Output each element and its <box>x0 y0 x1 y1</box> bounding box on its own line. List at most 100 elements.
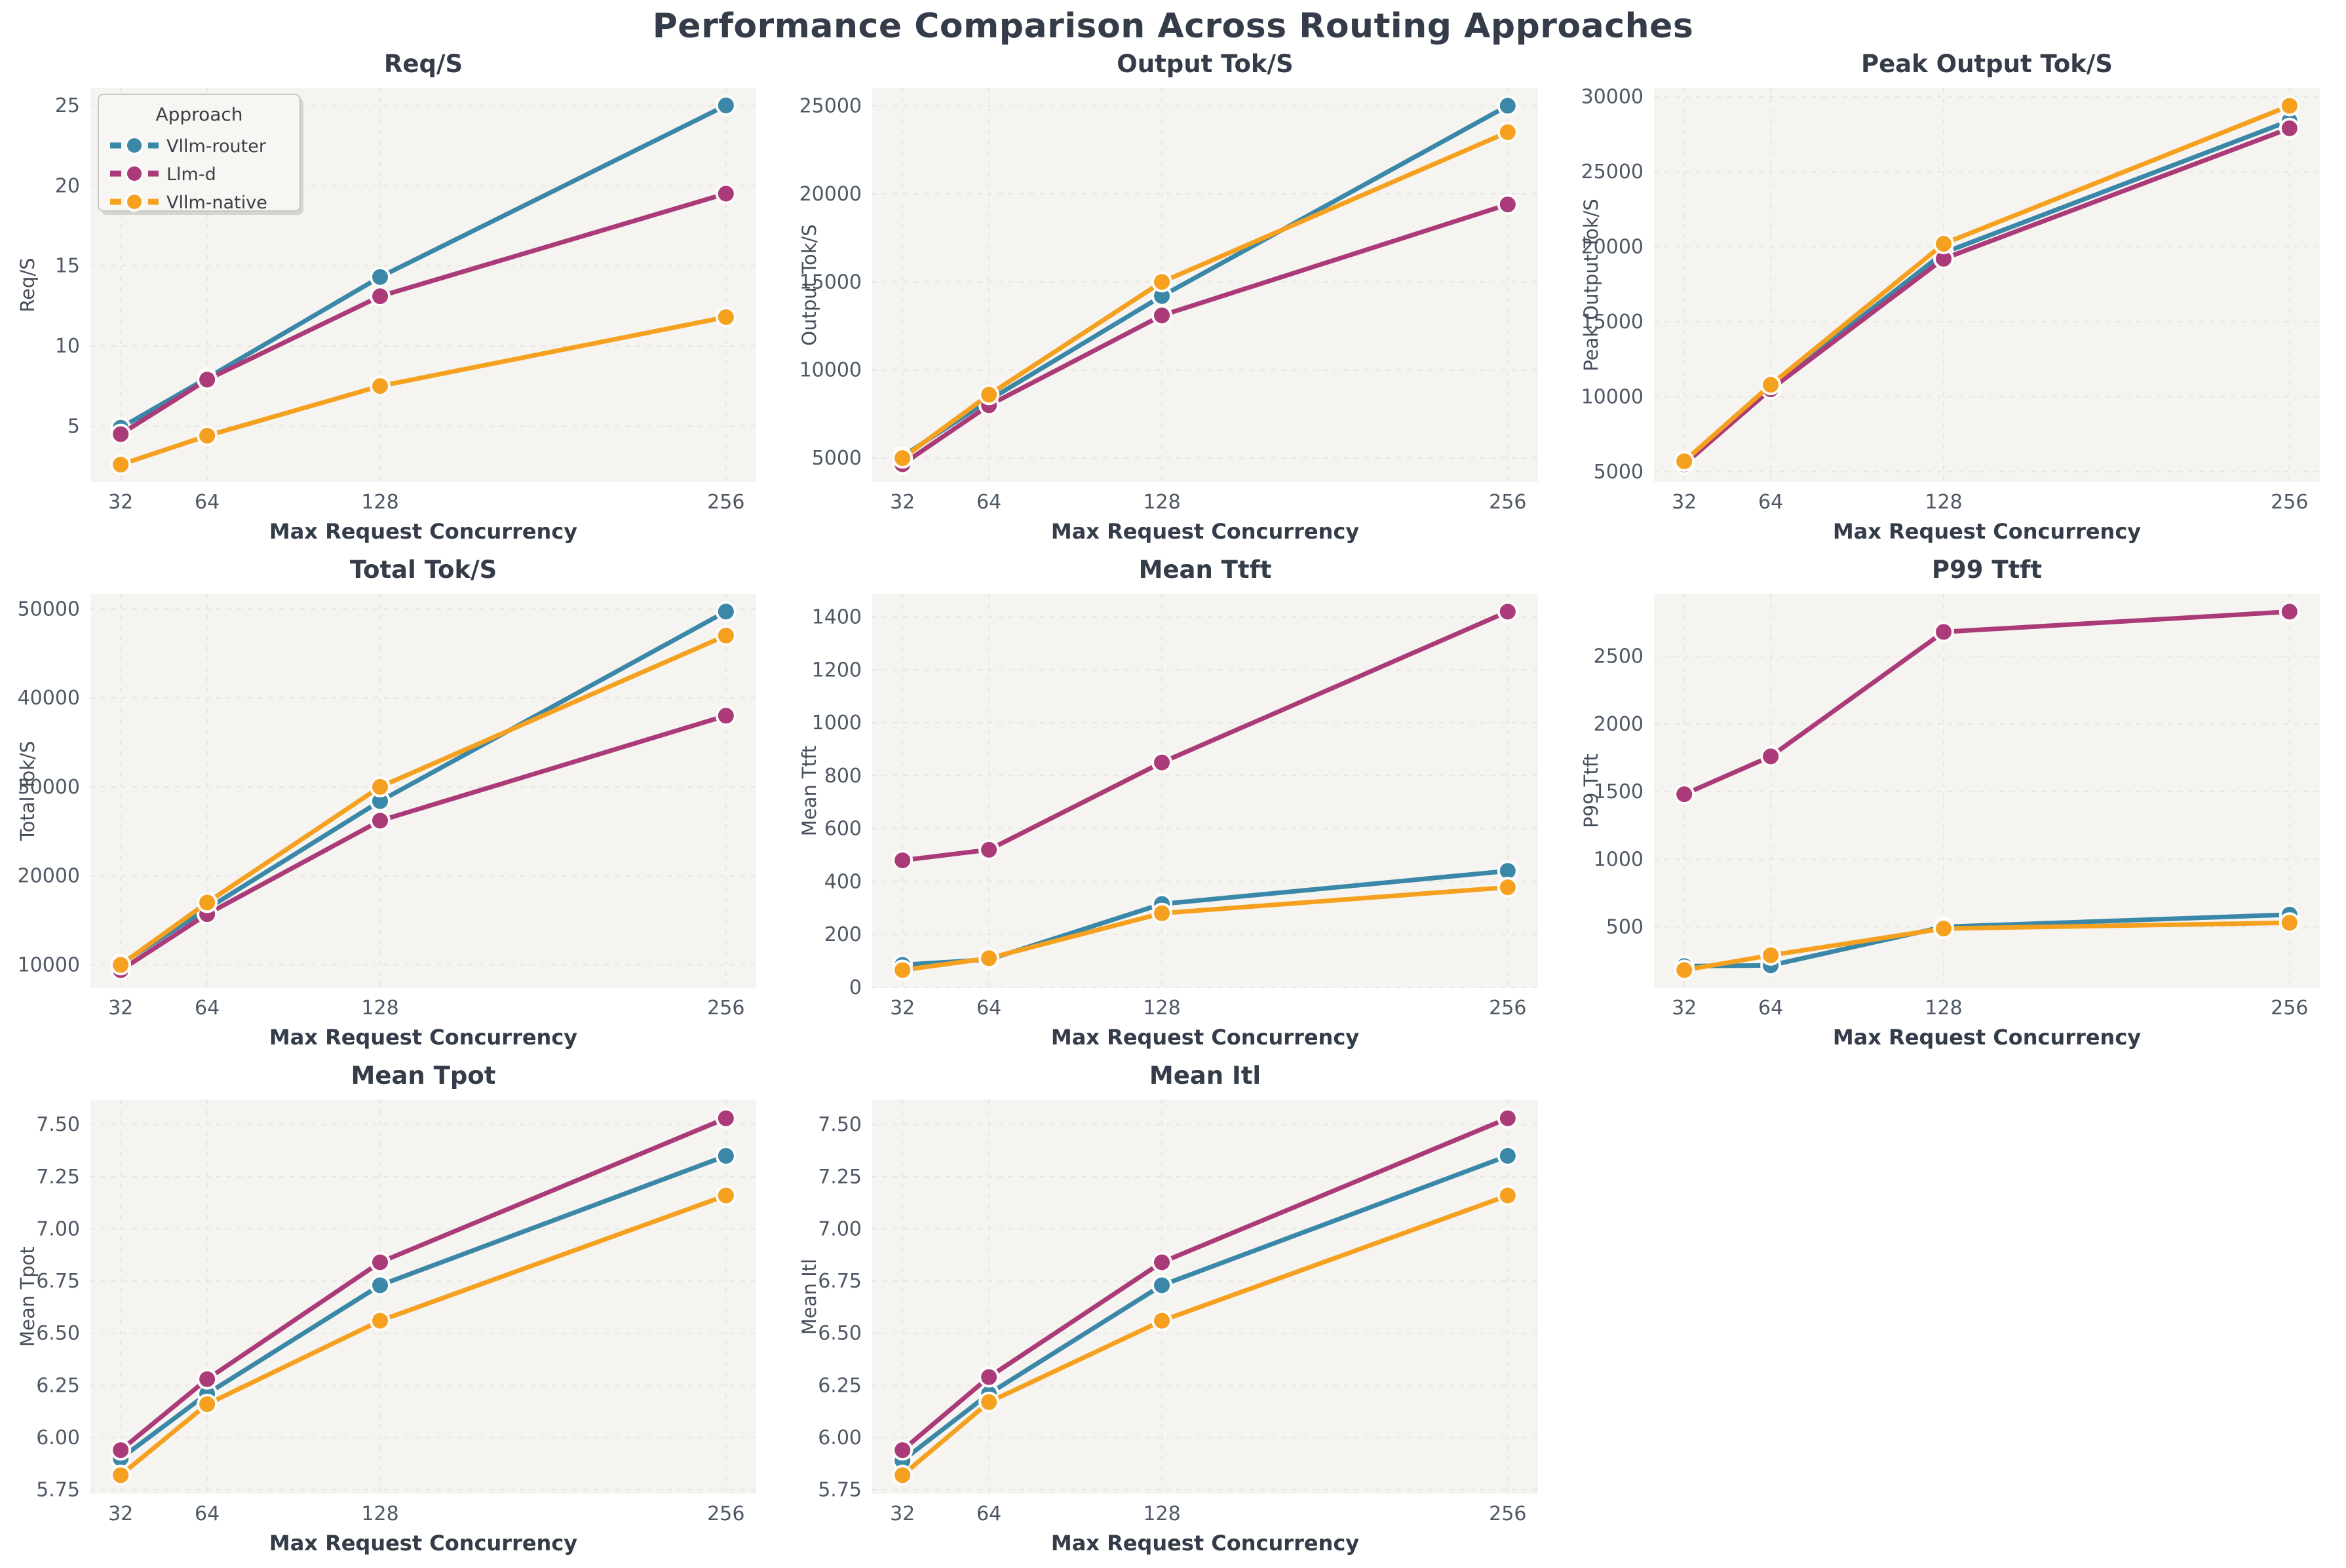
gridlines <box>872 88 1538 482</box>
svg-text:5.75: 5.75 <box>818 1479 862 1502</box>
y-axis-label: Req/S <box>16 258 39 312</box>
svg-text:32: 32 <box>108 491 133 514</box>
svg-text:128: 128 <box>361 997 398 1020</box>
svg-text:40000: 40000 <box>17 687 79 710</box>
x-axis-label: Max Request Concurrency <box>269 519 577 544</box>
series-line-vllm-native <box>900 1193 1510 1478</box>
marker-vllm-native <box>715 306 737 328</box>
svg-text:10000: 10000 <box>1581 386 1644 409</box>
series-line-vllm-native <box>118 633 728 967</box>
svg-text:20000: 20000 <box>799 183 862 206</box>
y-tick-labels: 10000 20000 30000 40000 50000 <box>17 598 79 976</box>
svg-text:128: 128 <box>361 491 398 514</box>
marker-llm-d <box>1497 1107 1518 1129</box>
svg-text:128: 128 <box>1925 491 1963 514</box>
series-line-vllm-router <box>118 1153 728 1461</box>
svg-text:32: 32 <box>890 491 915 514</box>
svg-text:20000: 20000 <box>17 865 79 888</box>
svg-text:64: 64 <box>195 491 220 514</box>
series-line-llm-d <box>1682 126 2292 467</box>
svg-text:256: 256 <box>707 491 744 514</box>
marker-llm-d <box>892 849 913 871</box>
marker-vllm-native <box>715 625 737 647</box>
svg-text:1000: 1000 <box>812 712 862 735</box>
svg-text:5: 5 <box>67 415 80 438</box>
x-tick-labels: 32 64 128 256 <box>890 997 1526 1020</box>
series-vllm-native <box>892 877 1518 981</box>
y-tick-labels: 5000 10000 15000 20000 25000 30000 <box>1581 86 1644 484</box>
series-line-llm-d <box>900 609 1510 863</box>
chart-mean-itl: 5.75 6.00 6.25 6.50 6.75 7.00 7.25 7.50 32 64 128 2… <box>794 1061 1552 1557</box>
marker-llm-d <box>369 810 391 832</box>
series-llm-d <box>892 1107 1518 1461</box>
x-tick-labels: 32 64 128 256 <box>108 1502 744 1525</box>
svg-text:1500: 1500 <box>1594 780 1644 803</box>
legend-marker-icon <box>124 136 144 155</box>
svg-text:5.75: 5.75 <box>36 1479 80 1502</box>
marker-llm-d <box>715 705 737 727</box>
x-axis-label: Max Request Concurrency <box>1833 1025 2141 1050</box>
marker-vllm-native <box>2279 95 2301 117</box>
marker-llm-d <box>1674 784 1695 805</box>
x-axis-label: Max Request Concurrency <box>1051 1025 1359 1050</box>
marker-vllm-native <box>1151 902 1173 924</box>
series-line-llm-d <box>118 191 728 437</box>
series-llm-d <box>109 1107 737 1461</box>
svg-text:400: 400 <box>824 870 862 893</box>
y-tick-labels: 5.75 6.00 6.25 6.50 6.75 7.00 7.25 7.50 <box>818 1113 862 1501</box>
svg-text:20000: 20000 <box>1581 236 1644 259</box>
marker-llm-d <box>715 1107 737 1129</box>
legend-title: Approach <box>155 104 242 125</box>
marker-vllm-native <box>369 776 391 797</box>
series-line-vllm-router <box>118 103 728 430</box>
svg-text:32: 32 <box>108 997 133 1020</box>
x-tick-labels: 32 64 128 256 <box>890 1502 1526 1525</box>
marker-vllm-router <box>1151 1274 1173 1296</box>
marker-vllm-native <box>369 1310 391 1331</box>
chart-title: Mean Itl <box>1149 1061 1261 1090</box>
series-line-llm-d <box>1682 609 2292 797</box>
svg-text:6.50: 6.50 <box>818 1322 862 1345</box>
marker-llm-d <box>1933 621 1955 643</box>
series-line-vllm-router <box>1682 912 2292 968</box>
series-line-llm-d <box>118 1116 728 1453</box>
y-axis-label: Output Tok/S <box>798 224 820 345</box>
svg-text:256: 256 <box>1489 1502 1526 1525</box>
marker-vllm-native <box>978 1391 1000 1413</box>
svg-text:2000: 2000 <box>1594 713 1644 736</box>
marker-vllm-native <box>196 1394 218 1415</box>
svg-text:600: 600 <box>824 818 862 841</box>
marker-llm-d <box>978 839 1000 860</box>
marker-vllm-native <box>1151 271 1173 293</box>
x-axis-label: Max Request Concurrency <box>269 1025 577 1050</box>
marker-vllm-native <box>1151 1310 1173 1331</box>
chart-mean-tpot: 5.75 6.00 6.25 6.50 6.75 7.00 7.25 7.50 32 64 128 2… <box>12 1061 771 1557</box>
plot-area <box>872 1100 1538 1494</box>
chart-p99-ttft-canvas: 500 1000 1500 2000 2500 32 64 128 256 P99 Ttft Max… <box>1580 556 2320 1050</box>
series-vllm-native <box>1674 912 2301 981</box>
svg-text:256: 256 <box>1489 491 1526 514</box>
marker-vllm-native <box>109 454 131 476</box>
y-tick-labels: 0 200 400 600 800 1000 1200 1400 <box>812 606 862 999</box>
marker-vllm-native <box>1497 1185 1518 1206</box>
svg-text:10: 10 <box>54 335 79 358</box>
marker-vllm-native <box>109 1464 131 1486</box>
marker-llm-d <box>1497 601 1518 622</box>
legend-label: Vllm-native <box>166 193 267 213</box>
svg-text:256: 256 <box>707 1502 744 1525</box>
marker-vllm-native <box>715 1185 737 1206</box>
svg-text:30000: 30000 <box>17 776 79 799</box>
svg-text:64: 64 <box>976 491 1001 514</box>
series-llm-d <box>892 601 1518 871</box>
svg-text:256: 256 <box>707 997 744 1020</box>
x-axis-label: Max Request Concurrency <box>1051 1531 1359 1556</box>
marker-llm-d <box>2279 117 2301 139</box>
svg-text:25: 25 <box>54 94 79 117</box>
plot-area <box>90 594 756 988</box>
svg-text:64: 64 <box>976 1502 1001 1525</box>
series-vllm-native <box>109 1185 737 1486</box>
x-axis-label: Max Request Concurrency <box>269 1531 577 1556</box>
marker-vllm-native <box>892 959 913 981</box>
svg-text:128: 128 <box>1143 1502 1180 1525</box>
svg-text:0: 0 <box>849 976 862 999</box>
